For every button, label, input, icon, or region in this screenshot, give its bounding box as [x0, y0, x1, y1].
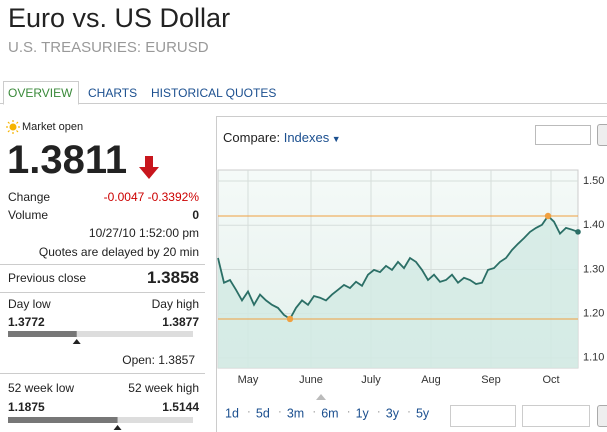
extreme-dot: [286, 315, 294, 323]
compare-label: Compare:: [223, 130, 281, 145]
separator: ·: [312, 404, 316, 418]
separator: ·: [278, 404, 282, 418]
day-low-label: Day low: [8, 297, 51, 311]
y-tick-label: 1.50: [583, 175, 604, 187]
divider: [0, 292, 205, 293]
day-low-value: 1.3772: [8, 315, 45, 329]
market-status: Market open: [22, 121, 84, 133]
date-input[interactable]: [450, 405, 516, 427]
y-tick-label: 1.20: [583, 308, 604, 320]
x-tick-label: July: [361, 374, 381, 386]
compare-input[interactable]: [535, 125, 591, 145]
divider: [0, 373, 205, 374]
x-tick-label: Oct: [542, 374, 559, 386]
separator: ·: [347, 404, 351, 418]
down-arrow: [139, 156, 159, 179]
x-tick-label: May: [238, 374, 259, 386]
separator: ·: [377, 404, 381, 418]
previous-close-label: Previous close: [8, 271, 87, 285]
extreme-dot: [544, 212, 552, 220]
range-link[interactable]: 3y: [386, 406, 400, 420]
sun-icon: [6, 120, 20, 134]
chart-panel: [216, 116, 607, 432]
previous-close-value: 1.3858: [147, 268, 199, 287]
y-tick-label: 1.30: [583, 263, 604, 275]
tab[interactable]: HISTORICAL QUOTES: [151, 86, 277, 100]
compare-button[interactable]: [597, 124, 607, 146]
last-dot: [575, 229, 581, 235]
range-link[interactable]: 6m: [321, 406, 338, 420]
price: 1.3811: [7, 138, 128, 182]
slider-handle: [316, 394, 326, 400]
day-range-bar: [8, 331, 193, 344]
volume-label: Volume: [8, 208, 49, 222]
range-marker: [113, 425, 122, 430]
change-label: Change: [8, 190, 51, 204]
week52-range-bar: [8, 417, 193, 430]
week52-high-label: 52 week high: [128, 381, 199, 395]
range-link[interactable]: 5d: [256, 406, 270, 420]
x-tick-label: June: [299, 374, 323, 386]
tab[interactable]: OVERVIEW: [8, 86, 73, 100]
delay-note: Quotes are delayed by 20 min: [38, 245, 199, 259]
day-high-label: Day high: [151, 297, 199, 311]
week52-low-value: 1.1875: [8, 400, 45, 414]
range-link[interactable]: 5y: [416, 406, 430, 420]
divider: [0, 264, 205, 265]
title: Euro vs. US Dollar: [8, 3, 231, 33]
week52-low-label: 52 week low: [8, 381, 75, 395]
tab[interactable]: CHARTS: [88, 86, 138, 100]
area: [218, 216, 578, 368]
week52-high-value: 1.5144: [162, 400, 199, 414]
change-value: -0.0047 -0.3392%: [103, 190, 199, 204]
open-value: 1.3857: [158, 353, 195, 367]
range-link[interactable]: 3m: [287, 406, 304, 420]
range-fill: [8, 417, 118, 423]
subtitle: U.S. TREASURIES: EURUSD: [8, 39, 209, 56]
date-button[interactable]: [597, 405, 607, 427]
date-input[interactable]: [522, 405, 590, 427]
price-line: [217, 214, 579, 321]
timestamp: 10/27/10 1:52:00 pm: [88, 226, 199, 240]
range-link[interactable]: 1d: [225, 406, 239, 420]
range-marker: [72, 339, 81, 344]
separator: ·: [407, 404, 411, 418]
y-tick-label: 1.10: [583, 352, 604, 364]
open-label: Open:: [122, 353, 155, 367]
volume-value: 0: [192, 208, 199, 222]
range-link[interactable]: 1y: [356, 406, 370, 420]
tab-selected-box: [3, 81, 79, 105]
range-fill: [8, 331, 77, 337]
compare-menu[interactable]: Indexes: [283, 130, 330, 145]
x-tick-label: Aug: [421, 374, 441, 386]
tab-rule: [0, 103, 607, 104]
y-tick-label: 1.40: [583, 219, 604, 231]
range-track: [8, 331, 193, 337]
day-high-value: 1.3877: [162, 315, 199, 329]
x-tick-label: Sep: [481, 374, 501, 386]
separator: ·: [247, 404, 251, 418]
